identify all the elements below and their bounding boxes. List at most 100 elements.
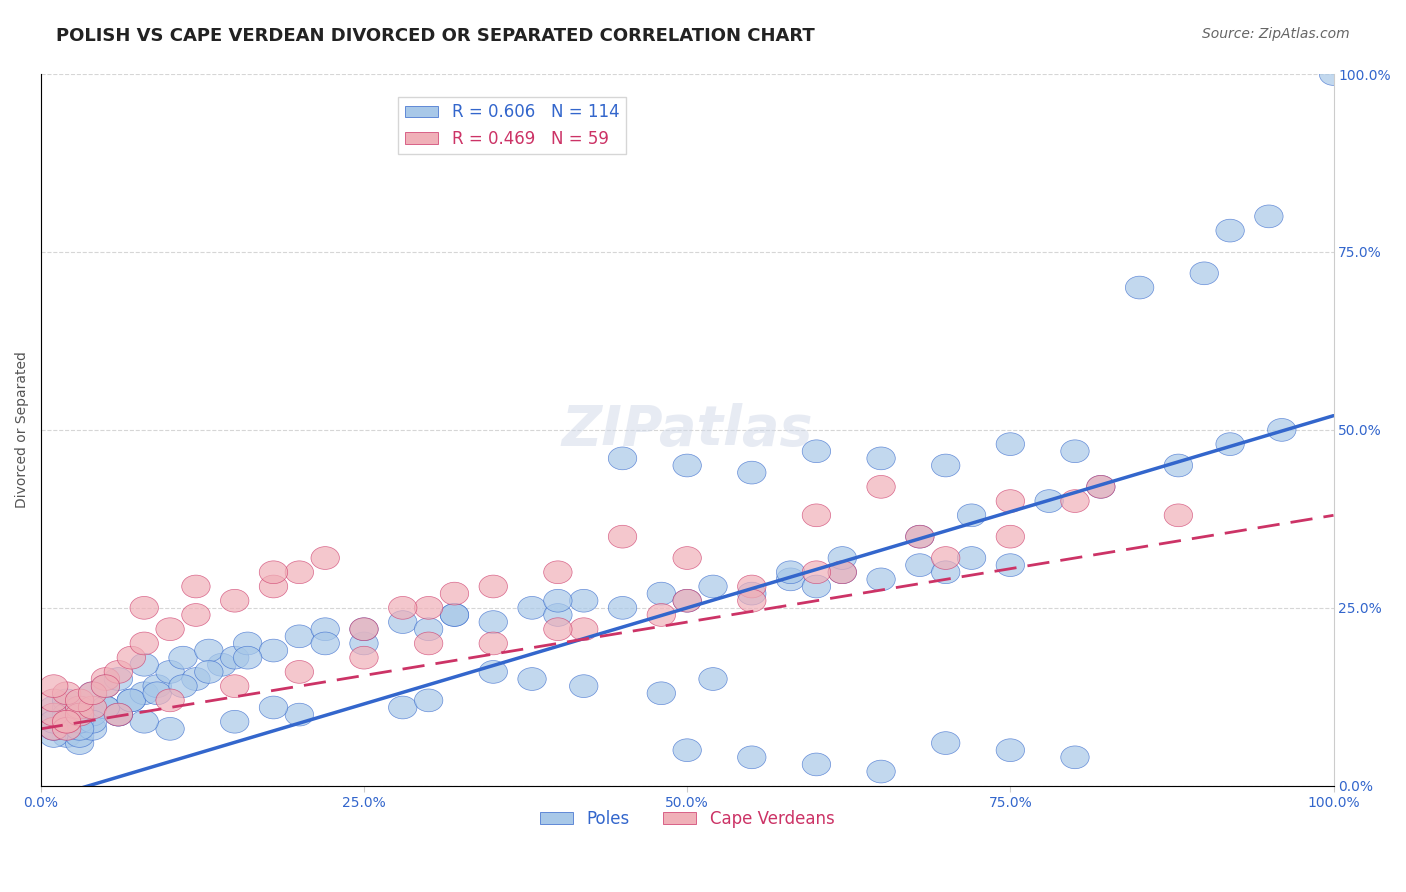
Ellipse shape (208, 654, 236, 676)
Ellipse shape (79, 703, 107, 726)
Ellipse shape (803, 575, 831, 598)
Ellipse shape (52, 703, 82, 726)
Ellipse shape (129, 597, 159, 619)
Ellipse shape (39, 703, 67, 726)
Ellipse shape (91, 696, 120, 719)
Ellipse shape (91, 667, 120, 690)
Ellipse shape (932, 731, 960, 755)
Ellipse shape (932, 454, 960, 477)
Ellipse shape (79, 681, 107, 705)
Ellipse shape (647, 582, 675, 605)
Ellipse shape (233, 632, 262, 655)
Ellipse shape (415, 618, 443, 640)
Text: POLISH VS CAPE VERDEAN DIVORCED OR SEPARATED CORRELATION CHART: POLISH VS CAPE VERDEAN DIVORCED OR SEPAR… (56, 27, 815, 45)
Ellipse shape (104, 667, 132, 690)
Ellipse shape (479, 660, 508, 683)
Ellipse shape (415, 632, 443, 655)
Ellipse shape (285, 660, 314, 683)
Ellipse shape (776, 561, 804, 583)
Ellipse shape (1164, 454, 1192, 477)
Ellipse shape (440, 582, 468, 605)
Ellipse shape (828, 561, 856, 583)
Ellipse shape (52, 717, 82, 740)
Ellipse shape (65, 696, 94, 719)
Ellipse shape (544, 604, 572, 626)
Ellipse shape (285, 625, 314, 648)
Ellipse shape (699, 575, 727, 598)
Ellipse shape (828, 561, 856, 583)
Ellipse shape (52, 710, 82, 733)
Ellipse shape (995, 554, 1025, 576)
Ellipse shape (479, 632, 508, 655)
Ellipse shape (905, 525, 934, 548)
Ellipse shape (479, 611, 508, 633)
Ellipse shape (52, 696, 82, 719)
Ellipse shape (828, 547, 856, 569)
Ellipse shape (39, 717, 67, 740)
Ellipse shape (699, 667, 727, 690)
Ellipse shape (415, 597, 443, 619)
Ellipse shape (905, 525, 934, 548)
Ellipse shape (673, 590, 702, 612)
Ellipse shape (1319, 62, 1348, 86)
Ellipse shape (65, 717, 94, 740)
Ellipse shape (181, 575, 209, 598)
Ellipse shape (65, 710, 94, 733)
Ellipse shape (39, 674, 67, 698)
Ellipse shape (311, 547, 339, 569)
Ellipse shape (673, 454, 702, 477)
Ellipse shape (1060, 440, 1090, 463)
Ellipse shape (52, 724, 82, 747)
Ellipse shape (388, 611, 418, 633)
Ellipse shape (1087, 475, 1115, 499)
Ellipse shape (104, 703, 132, 726)
Ellipse shape (350, 632, 378, 655)
Ellipse shape (156, 660, 184, 683)
Ellipse shape (221, 710, 249, 733)
Ellipse shape (91, 674, 120, 698)
Ellipse shape (738, 582, 766, 605)
Ellipse shape (39, 689, 67, 712)
Legend: Poles, Cape Verdeans: Poles, Cape Verdeans (533, 803, 841, 834)
Ellipse shape (233, 647, 262, 669)
Ellipse shape (39, 717, 67, 740)
Ellipse shape (868, 760, 896, 783)
Ellipse shape (1216, 433, 1244, 456)
Ellipse shape (1164, 504, 1192, 526)
Ellipse shape (738, 746, 766, 769)
Ellipse shape (65, 689, 94, 712)
Ellipse shape (1125, 277, 1154, 299)
Ellipse shape (79, 681, 107, 705)
Ellipse shape (544, 618, 572, 640)
Ellipse shape (609, 525, 637, 548)
Ellipse shape (79, 696, 107, 719)
Ellipse shape (932, 547, 960, 569)
Ellipse shape (285, 561, 314, 583)
Ellipse shape (673, 590, 702, 612)
Ellipse shape (803, 561, 831, 583)
Ellipse shape (803, 440, 831, 463)
Ellipse shape (39, 696, 67, 719)
Ellipse shape (221, 647, 249, 669)
Ellipse shape (129, 710, 159, 733)
Ellipse shape (738, 590, 766, 612)
Ellipse shape (169, 647, 197, 669)
Ellipse shape (995, 739, 1025, 762)
Ellipse shape (388, 597, 418, 619)
Ellipse shape (776, 568, 804, 591)
Ellipse shape (52, 703, 82, 726)
Ellipse shape (673, 739, 702, 762)
Ellipse shape (517, 667, 547, 690)
Ellipse shape (194, 660, 224, 683)
Ellipse shape (156, 689, 184, 712)
Ellipse shape (194, 640, 224, 662)
Ellipse shape (65, 710, 94, 733)
Ellipse shape (52, 681, 82, 705)
Ellipse shape (868, 568, 896, 591)
Ellipse shape (259, 640, 288, 662)
Ellipse shape (311, 618, 339, 640)
Ellipse shape (129, 681, 159, 705)
Ellipse shape (569, 674, 598, 698)
Ellipse shape (129, 654, 159, 676)
Ellipse shape (39, 717, 67, 740)
